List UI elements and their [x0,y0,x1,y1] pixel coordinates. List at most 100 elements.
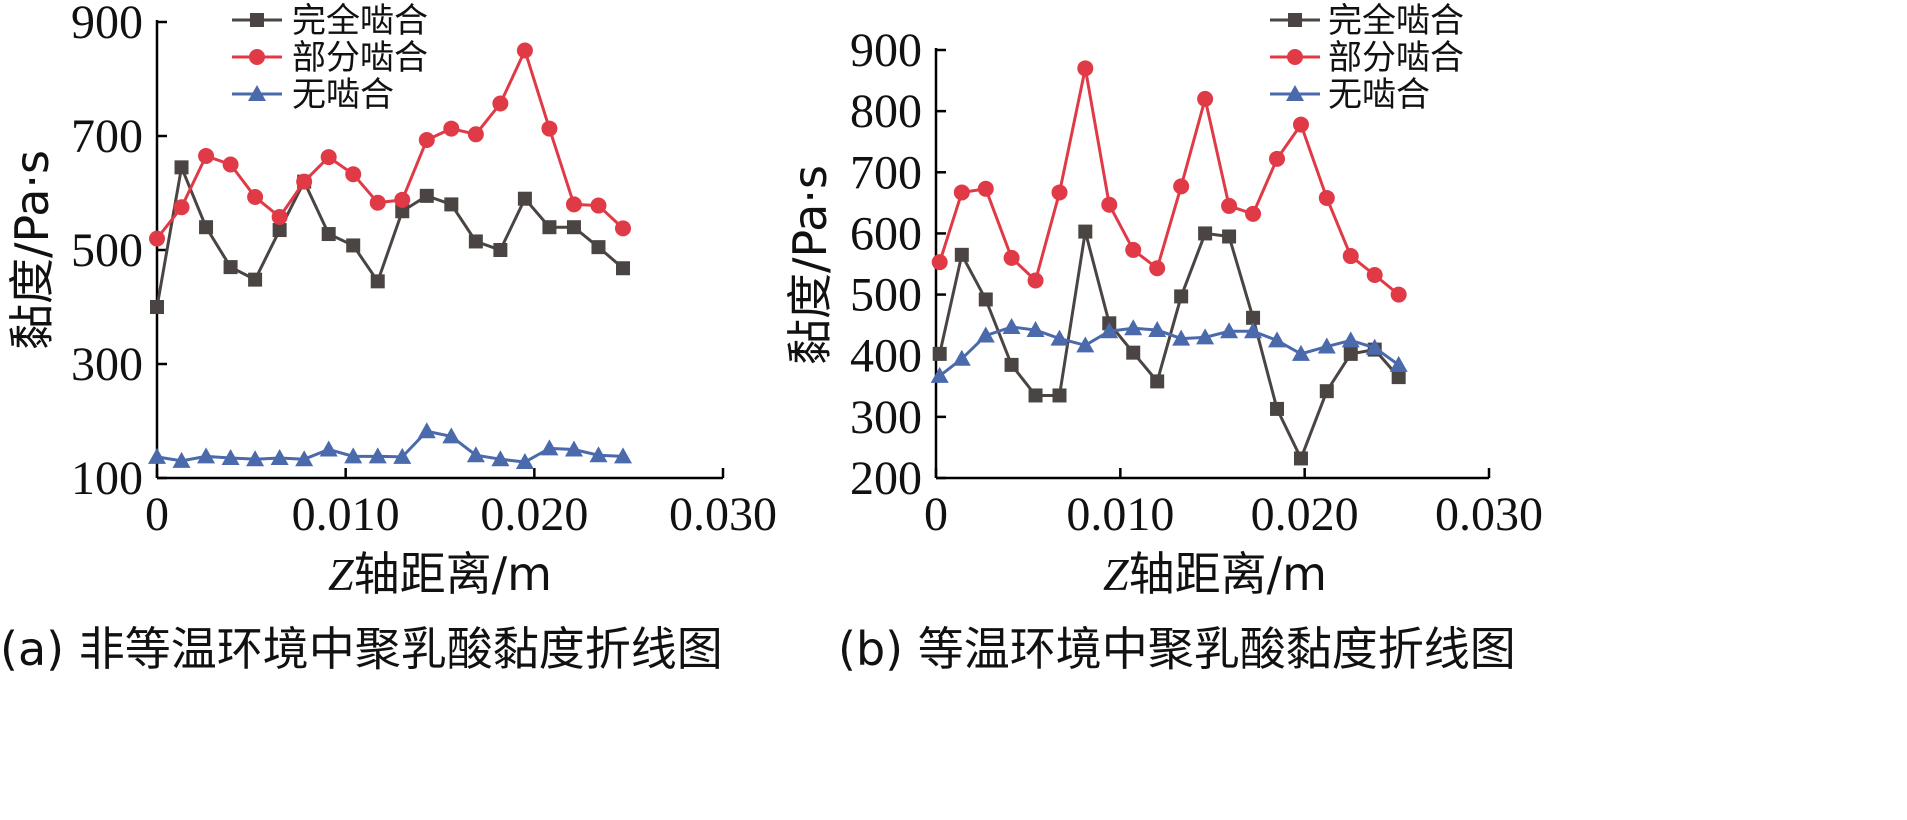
x-tick-label: 0 [145,488,169,541]
data-point [1148,321,1167,338]
x-tick-label: 0.010 [292,488,400,541]
data-point [173,199,190,216]
y-tick-label: 400 [850,330,922,383]
y-tick-label: 300 [850,391,922,444]
x-axis-title: Z轴距离/m [328,547,552,601]
x-tick-label: 0.030 [1435,488,1543,541]
data-point [370,274,385,289]
data-point [1390,286,1407,303]
data-point [1101,196,1118,213]
legend-entry: 部分啮合 [1270,38,1464,78]
series-square [150,160,631,314]
data-point [564,440,583,457]
legend-marker [1288,13,1302,27]
data-point [150,300,164,314]
data-point [1246,310,1261,325]
data-point [1391,370,1406,385]
legend-marker [250,13,264,27]
data-point [616,261,631,276]
data-point [1173,178,1190,195]
legend-entry: 无啮合 [1270,75,1430,115]
legend-label: 无啮合 [292,75,394,115]
data-point [1150,374,1165,389]
chart-caption: (b) 等温环境中聚乳酸黏度折线图 [838,622,1516,676]
data-point [589,446,608,463]
series-triangle [930,317,1408,383]
data-point [977,180,994,197]
x-axis-title-text: 轴距离/m [354,547,552,601]
data-point [1292,116,1309,133]
data-point [467,126,484,143]
x-axis-title-text: 轴距离/m [1129,547,1327,601]
data-point [1125,241,1142,258]
data-point [417,422,436,439]
data-point [591,240,606,255]
data-point [517,191,532,206]
y-tick-label: 700 [850,146,922,199]
data-point [492,95,509,112]
data-point [932,346,947,361]
y-tick-label: 600 [850,207,922,260]
data-point [320,149,337,166]
data-point [1003,249,1020,266]
data-point [221,449,240,466]
legend-label: 完全啮合 [292,1,428,41]
data-point [1002,317,1021,334]
data-point [1268,331,1287,348]
data-point [566,220,581,235]
data-point [540,439,559,456]
data-point [976,326,995,343]
data-point [1343,346,1358,361]
data-point [468,234,483,249]
data-point [443,120,460,137]
data-point [345,166,362,183]
legend-marker [248,85,266,101]
data-point [1126,345,1141,360]
data-point [1027,272,1044,289]
data-point [1291,344,1310,361]
data-point [954,247,969,262]
legend-entry: 部分啮合 [232,38,428,78]
legend-label: 部分啮合 [292,38,428,78]
x-tick-label: 0.030 [669,488,777,541]
x-tick-label: 0.010 [1066,488,1174,541]
legend-label: 部分啮合 [1328,38,1464,78]
x-axis-title: Z轴距离/m [1103,547,1327,601]
x-tick-label: 0.020 [1251,488,1359,541]
data-point [149,230,165,247]
data-point [321,227,336,242]
legend-entry: 无啮合 [232,75,394,115]
data-point [295,450,314,467]
data-point [615,220,632,237]
data-point [1244,322,1263,339]
data-point [223,260,238,275]
data-point [444,197,459,212]
data-point [394,191,411,208]
data-point [344,447,363,464]
y-tick-label: 200 [850,452,922,505]
data-point [246,450,265,467]
y-tick-label: 900 [850,24,922,77]
data-point [174,160,189,175]
data-point [931,254,948,271]
x-axis-title-variable: Z [328,549,354,600]
data-point [1389,355,1408,372]
data-point [346,238,361,253]
data-point [1319,384,1334,399]
data-point [1270,401,1285,416]
data-point [590,197,607,214]
data-point [1293,451,1308,466]
data-point [369,194,386,211]
data-point [541,120,558,137]
data-point [1004,357,1019,372]
data-point [1172,329,1191,346]
data-point [491,450,510,467]
data-point [493,243,508,257]
data-point [248,272,263,287]
data-point [395,204,410,219]
x-tick-label: 0.020 [480,488,588,541]
data-point [271,208,288,225]
x-axis-title-variable: Z [1103,549,1129,600]
legend-marker [249,49,265,65]
